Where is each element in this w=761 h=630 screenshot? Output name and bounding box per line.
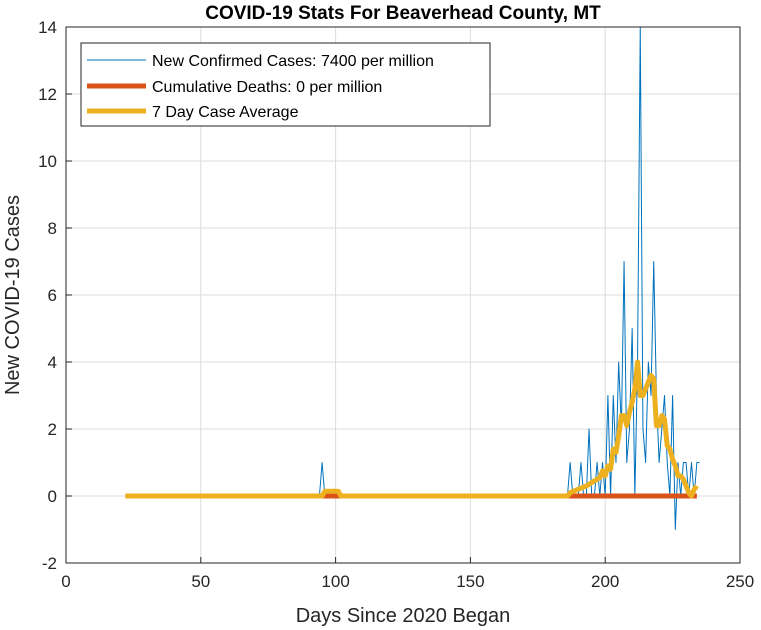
y-tick-label: 8: [48, 219, 57, 238]
legend-box: [80, 42, 491, 127]
legend: New Confirmed Cases: 7400 per million Cu…: [80, 42, 491, 127]
y-tick-label: -2: [42, 554, 57, 573]
y-tick-label: 14: [38, 18, 57, 37]
chart-title: COVID-19 Stats For Beaverhead County, MT: [205, 3, 601, 24]
x-axis-label: Days Since 2020 Began: [296, 605, 511, 627]
x-tick-label: 100: [321, 572, 349, 591]
legend-label-new-cases: New Confirmed Cases: 7400 per million: [152, 53, 434, 70]
y-tick-label: 12: [38, 85, 57, 104]
x-tick-label: 200: [591, 572, 619, 591]
x-tick-label: 150: [456, 572, 484, 591]
x-tick-label: 0: [61, 572, 70, 591]
y-tick-label: 0: [48, 487, 57, 506]
y-tick-label: 10: [38, 152, 57, 171]
y-tick-label: 2: [48, 420, 57, 439]
y-axis-label: New COVID-19 Cases: [2, 195, 24, 395]
y-tick-label: 4: [48, 353, 57, 372]
x-tick-label: 250: [726, 572, 754, 591]
series-group: [125, 26, 700, 530]
x-tick-label: 50: [191, 572, 210, 591]
series-7-day-average-line: [125, 359, 699, 499]
legend-label-cumulative-deaths: Cumulative Deaths: 0 per million: [152, 79, 382, 96]
y-tick-label: 6: [48, 286, 57, 305]
legend-label-7-day-average: 7 Day Case Average: [152, 104, 299, 121]
